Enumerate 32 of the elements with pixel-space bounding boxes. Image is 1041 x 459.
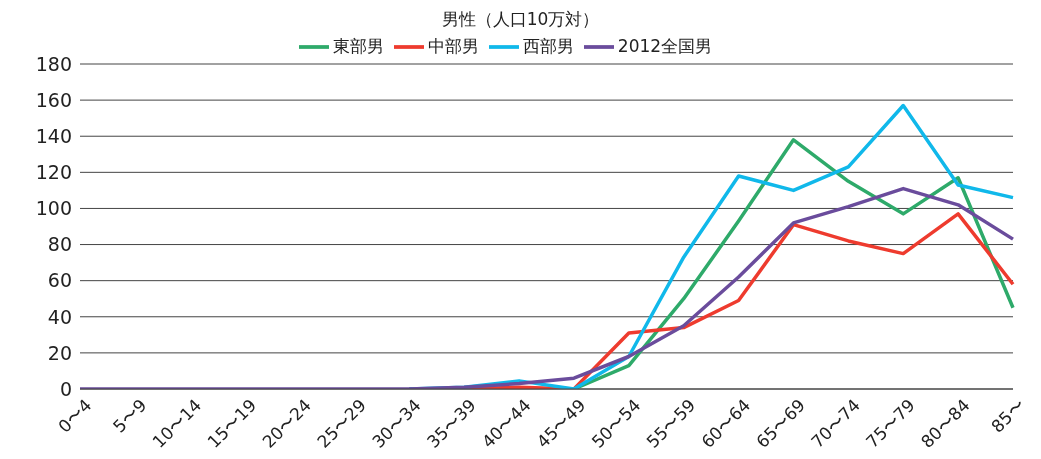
x-tick-label: 30〜34	[368, 395, 425, 452]
x-tick-label: 60〜64	[697, 395, 755, 452]
y-tick-label: 80	[47, 233, 72, 256]
y-tick-label: 140	[35, 124, 72, 147]
y-tick-label: 160	[35, 88, 72, 111]
legend-label: 2012全国男	[617, 36, 713, 56]
x-tick-label: 15〜19	[203, 395, 261, 452]
y-tick-label: 120	[35, 161, 72, 184]
legend-label: 東部男	[332, 36, 384, 56]
line-series	[78, 186, 1015, 389]
legend-label: 中部男	[427, 36, 479, 56]
y-tick-label: 180	[35, 52, 72, 75]
x-tick-label: 70〜74	[807, 395, 864, 452]
x-tick-label: 85〜	[987, 395, 1029, 437]
x-tick-label: 65〜69	[752, 395, 810, 452]
x-tick-label: 45〜49	[532, 395, 590, 452]
chart-title: 男性（人口10万対）	[440, 8, 601, 31]
x-tick-label: 25〜29	[313, 395, 370, 452]
x-tick-label: 35〜39	[422, 395, 480, 452]
y-tick-label: 60	[47, 269, 72, 292]
x-tick-label: 40〜44	[477, 395, 535, 452]
x-tick-label: 5〜9	[108, 395, 151, 437]
x-tick-label: 80〜84	[916, 395, 974, 452]
y-tick-label: 20	[47, 341, 72, 364]
y-tick-label: 100	[35, 197, 72, 220]
x-tick-label: 20〜24	[258, 395, 316, 452]
x-tick-label: 50〜54	[587, 395, 645, 452]
y-tick-label: 40	[47, 305, 72, 328]
x-tick-label: 10〜14	[148, 395, 206, 452]
x-tick-label: 75〜79	[862, 395, 919, 452]
x-tick-label: 55〜59	[642, 395, 700, 452]
legend-label: 西部男	[522, 36, 574, 56]
